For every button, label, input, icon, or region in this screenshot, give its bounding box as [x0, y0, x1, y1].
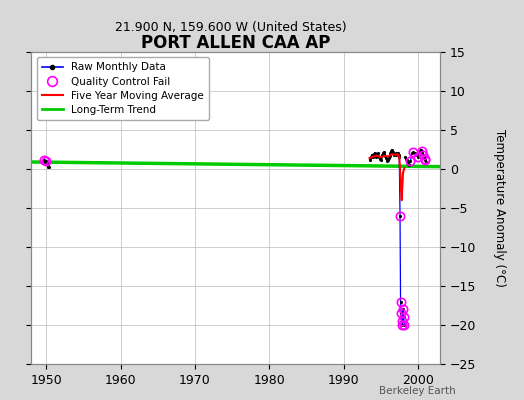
- Text: 21.900 N, 159.600 W (United States): 21.900 N, 159.600 W (United States): [115, 21, 346, 34]
- Title: PORT ALLEN CAA AP: PORT ALLEN CAA AP: [141, 34, 331, 52]
- Y-axis label: Temperature Anomaly (°C): Temperature Anomaly (°C): [493, 129, 506, 287]
- Text: Berkeley Earth: Berkeley Earth: [379, 386, 456, 396]
- Legend: Raw Monthly Data, Quality Control Fail, Five Year Moving Average, Long-Term Tren: Raw Monthly Data, Quality Control Fail, …: [37, 57, 209, 120]
